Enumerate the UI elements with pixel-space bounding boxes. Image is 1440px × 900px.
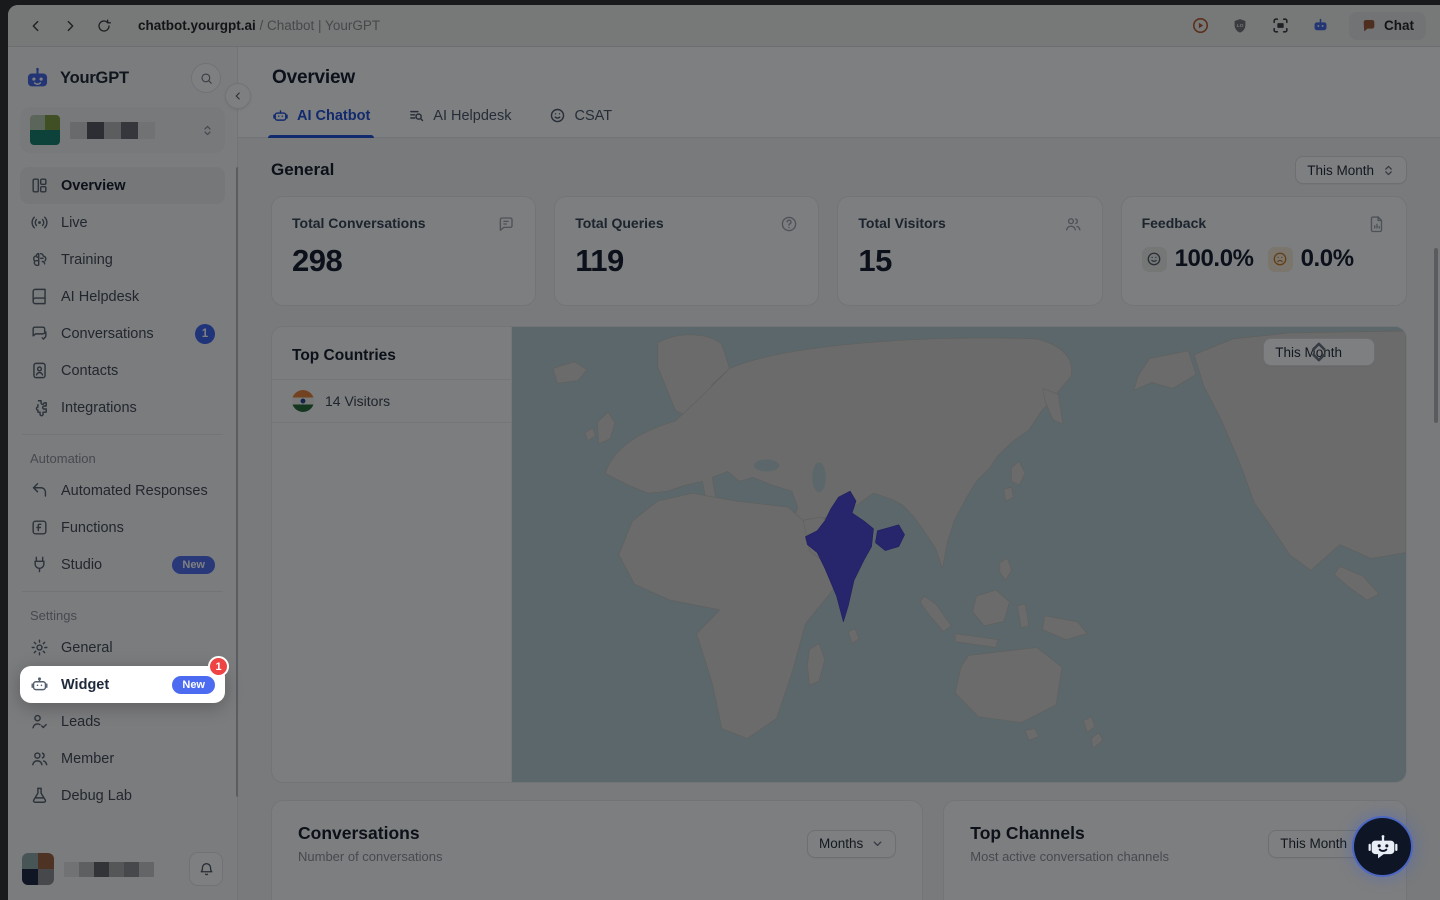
- sidebar-item-widget[interactable]: Widget New 1: [20, 656, 229, 703]
- chat-widget-launcher[interactable]: [1354, 818, 1411, 875]
- sidebar-item-label: Widget: [61, 676, 110, 693]
- widget-alert-badge: 1: [208, 656, 229, 677]
- robot-face-icon: [1368, 834, 1397, 858]
- robot-icon: [30, 675, 49, 694]
- widget-new-badge: New: [172, 675, 215, 694]
